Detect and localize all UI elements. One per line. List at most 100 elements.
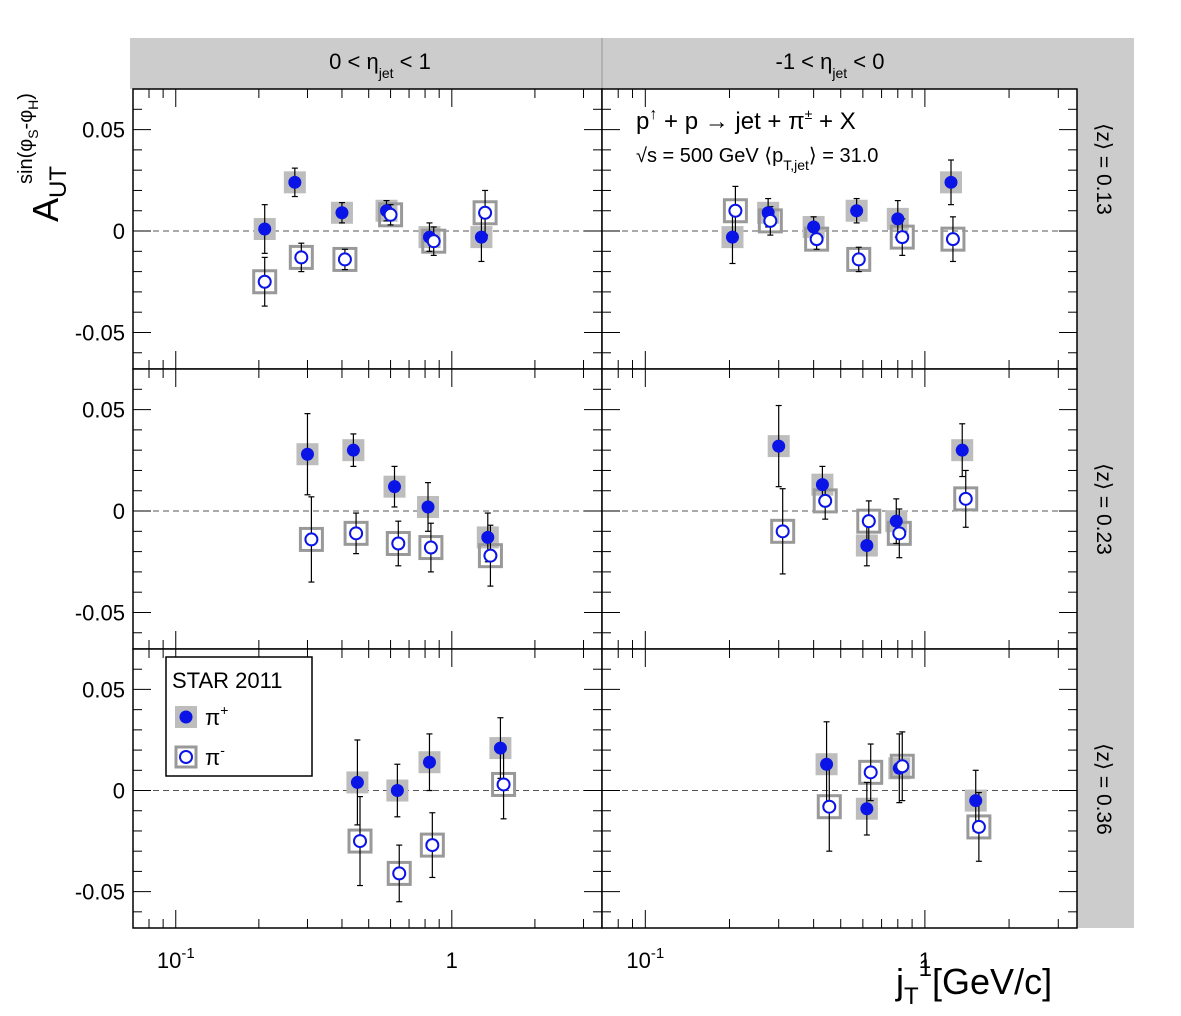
pi-minus-sys-box [378,202,404,228]
pi-plus-point [390,784,404,798]
pi-minus-point [809,232,824,247]
legend-title: STAR 2011 [172,668,282,693]
pi-minus-point [861,514,876,529]
pi-minus-point [483,548,498,563]
pi-minus-point [763,213,778,228]
pi-plus-point [258,222,272,236]
pi-plus-point [944,175,958,189]
panel-frame [132,368,603,650]
pi-plus-point [422,755,436,769]
y-tick-label: 0 [113,779,125,804]
pi-plus-point [969,794,983,808]
x-tick-label: 1 [919,948,931,973]
pi-plus-point [350,775,364,789]
column-header-band [130,38,1077,89]
pi-plus-point [820,757,834,771]
x-tick-label: 10-1 [157,945,195,973]
pi-minus-point [426,234,441,249]
y-tick-label: -0.05 [75,320,125,345]
y-tick-label: 0 [113,219,125,244]
legend-pi-minus-label: π- [205,742,225,770]
pi-plus-point [860,802,874,816]
pi-minus-point [478,205,493,220]
pi-minus-point [728,203,743,218]
y-tick-label: -0.05 [75,600,125,625]
pi-minus-point [496,777,511,792]
pi-minus-point [337,252,352,267]
x-tick-label: 1 [446,948,458,973]
pi-minus-point [257,274,272,289]
row-header-band [1077,38,1134,928]
pi-minus-point [971,819,986,834]
plot-panels: 0.05 0 -0.05 0.05 0 -0.05 0.05 0 -0.05 10-1 1 10-1 1 [75,88,1078,973]
pi-minus-point [895,230,910,245]
pi-minus-point [892,526,907,541]
legend-pi-minus-marker [179,750,193,764]
pi-minus-point [958,491,973,506]
panel-frame [601,368,1078,650]
pi-minus-point [392,866,407,881]
pi-minus-point [822,799,837,814]
panel-frame [601,88,1078,370]
panel-frame [132,88,603,370]
y-tick-label: 0.05 [82,118,125,143]
row-header-bottom: ⟨z⟩ = 0.36 [1092,743,1115,835]
pi-plus-point [474,230,488,244]
pi-minus-point [895,759,910,774]
legend: STAR 2011 π+ π- [165,656,313,777]
pi-plus-point [388,480,402,494]
panel-frame [601,648,1078,929]
pi-minus-point [349,526,364,541]
pi-minus-point [818,493,833,508]
pi-minus-point [945,232,960,247]
y-axis-title: AUT sin(φS-φH) [15,93,72,222]
panel-r1-c0: 0.05 0 -0.05 [75,368,603,650]
x-axis-title: jT1[GeV/c] [895,955,1052,1010]
panel-r0-c1 [601,88,1078,370]
pi-minus-point [775,524,790,539]
pi-minus-point [353,834,368,849]
pi-minus-point [391,536,406,551]
pi-minus-point [851,252,866,267]
x-tick-label: 10-1 [626,945,664,973]
pi-plus-point [860,539,874,553]
legend-pi-plus-marker [179,710,193,724]
pi-minus-point [304,532,319,547]
y-tick-label: -0.05 [75,880,125,905]
panel-r2-c0: 0.05 0 -0.05 10-1 1 [75,648,603,973]
column-header-left: 0 < ηjet < 1 [329,49,431,81]
pi-minus-point [383,207,398,222]
pi-minus-point [425,838,440,853]
pi-plus-point [772,439,786,453]
svg-text:sin(φS-φH): sin(φS-φH) [15,93,41,184]
y-tick-label: 0.05 [82,398,125,423]
pi-minus-sys-box [332,246,358,272]
pi-plus-point [850,204,864,218]
panel-r2-c1: 10-1 1 [601,648,1078,973]
pi-minus-point [423,540,438,555]
pi-plus-point [288,175,302,189]
pi-plus-point [807,220,821,234]
panel-r1-c1 [601,368,1078,650]
panel-r0-c0: 0.05 0 -0.05 [75,88,603,370]
pi-minus-point [863,765,878,780]
column-header-right: -1 < ηjet < 0 [776,49,885,81]
pi-plus-point [955,443,969,457]
energy-label: √s = 500 GeV ⟨pT,jet⟩ = 31.0 [636,145,878,173]
pi-plus-point [335,206,349,220]
row-header-middle: ⟨z⟩ = 0.23 [1092,463,1115,555]
legend-pi-plus-label: π+ [205,702,228,730]
pi-plus-point [421,500,435,514]
pi-plus-point [889,514,903,528]
y-tick-label: 0 [113,499,125,524]
y-tick-label: 0.05 [82,677,125,702]
pi-minus-point [294,250,309,265]
svg-text:AUT: AUT [25,166,72,222]
pi-plus-point [300,447,314,461]
pi-plus-point [815,478,829,492]
pi-plus-point [891,212,905,226]
legend-pi-minus-box [174,745,198,769]
process-label: p↑ + p → jet + π± + X [636,106,856,135]
pi-plus-point [493,741,507,755]
